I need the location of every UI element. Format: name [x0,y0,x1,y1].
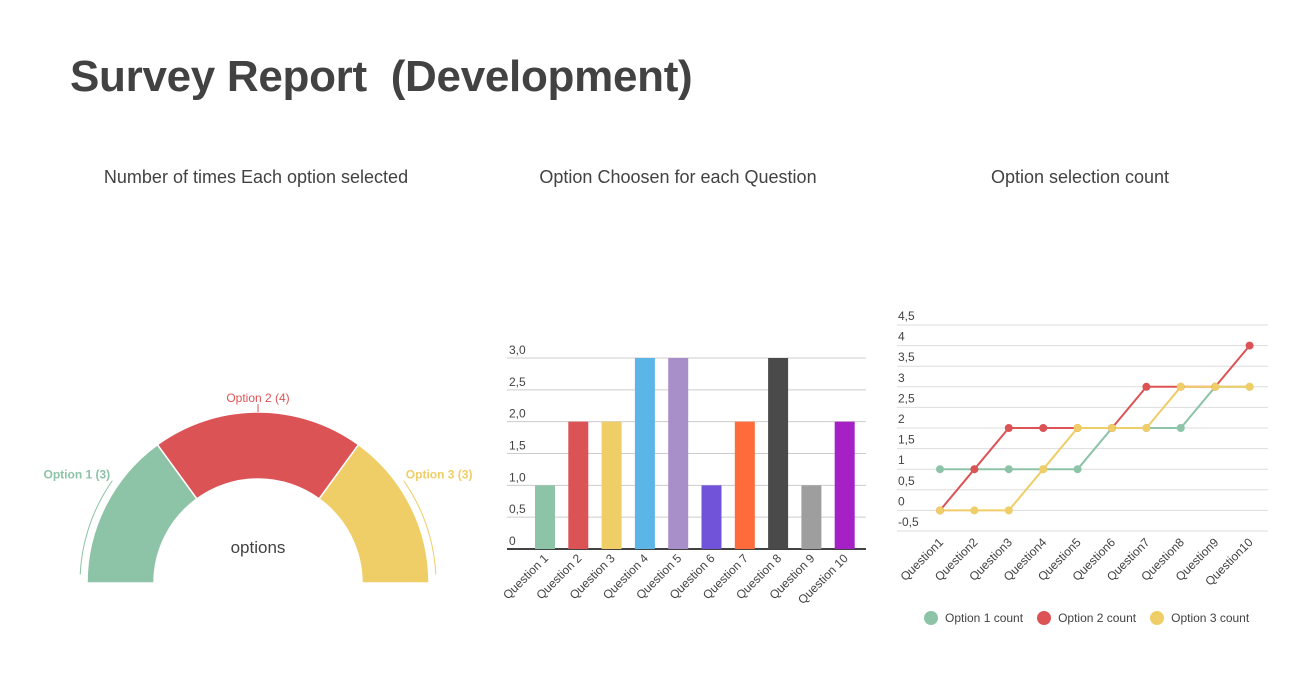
pie-label-option-2: Option 2 (4) [226,391,289,405]
bar-question-6 [701,485,722,549]
pie-label-bracket-option-1 [79,480,113,575]
line-point-option-2-count [1039,424,1048,432]
line-point-option-2-count [1245,341,1254,350]
pie-slice-option-3 [318,443,430,584]
line-point-option-1-count [1176,424,1185,432]
line-point-option-3-count [1004,506,1013,515]
line-series-option-3-count [940,385,1250,512]
line-point-option-3-count [1176,382,1185,391]
line-ytick-label: 4 [898,330,905,344]
pie-label-option-1: Option 1 (3) [44,468,111,482]
line-point-option-1-count [936,465,944,474]
line-point-option-3-count [1142,424,1151,432]
line-point-option-1-count [1004,465,1013,474]
pie-label-option-3: Option 3 (3) [406,468,473,482]
bar-question-2 [568,421,589,549]
line-point-option-1-count [1073,465,1082,474]
line-series-option-1-count [940,385,1250,471]
bar-ytick-label: 1,0 [509,470,526,484]
pie-chart-title: Number of times Each option selected [103,167,409,187]
line-point-option-3-count [970,506,979,515]
legend-label-option-3: Option 3 count [1171,611,1250,625]
line-ytick-label: 3 [898,371,905,385]
legend-marker-option-3 [1150,611,1165,625]
bar-question-5 [668,358,689,549]
line-chart-title: Option selection count [990,167,1170,187]
line-ytick-label: 4,5 [898,309,915,323]
line-point-option-3-count [936,506,944,515]
bar-ytick-label: 2,0 [509,407,526,421]
bar-chart-title: Option Choosen for each Question [539,167,817,187]
bar-ytick-label: 2,5 [509,375,526,389]
line-point-option-2-count [1004,424,1013,432]
bar-question-4 [634,358,655,549]
bar-question-3 [601,421,622,549]
line-chart-legend: Option 1 count Option 2 count Option 3 c… [924,611,1249,625]
bar-ytick-label: 0 [509,534,516,548]
line-point-option-3-count [1245,382,1254,391]
line-ytick-label: 1 [898,453,905,467]
legend-label-option-2: Option 2 count [1058,611,1137,625]
page-title: Survey Report (Development) [70,52,693,101]
legend-label-option-1: Option 1 count [945,611,1024,625]
pie-center-label: options [231,538,286,557]
line-ytick-label: 0 [898,494,905,508]
line-ytick-label: 2,5 [898,391,915,405]
line-ytick-label: 1,5 [898,433,915,447]
legend-item-option-1: Option 1 count [924,611,1023,625]
line-point-option-3-count [1073,424,1082,432]
bar-question-7 [734,421,755,549]
line-ytick-label: 3,5 [898,350,915,364]
line-point-option-2-count [1142,382,1151,391]
line-point-option-3-count [1039,465,1048,474]
line-ytick-label: 2 [898,412,905,426]
legend-marker-option-1 [924,611,938,625]
bar-question-9 [801,485,822,549]
bar-question-1 [535,485,555,549]
legend-marker-option-2 [1037,611,1052,625]
line-point-option-2-count [970,465,979,474]
bar-ytick-label: 3,0 [509,343,526,357]
line-point-option-3-count [1108,424,1116,432]
line-ytick-label: -0,5 [898,515,919,529]
line-ytick-label: 0,5 [898,474,915,488]
bar-ytick-label: 0,5 [509,502,526,516]
pie-label-bracket-option-3 [403,480,437,575]
bar-question-8 [768,358,789,549]
bar-ytick-label: 1,5 [509,439,526,453]
legend-item-option-3: Option 3 count [1150,611,1249,625]
legend-item-option-2: Option 2 count [1037,611,1136,625]
bar-question-10 [834,421,855,549]
line-point-option-3-count [1211,382,1220,391]
